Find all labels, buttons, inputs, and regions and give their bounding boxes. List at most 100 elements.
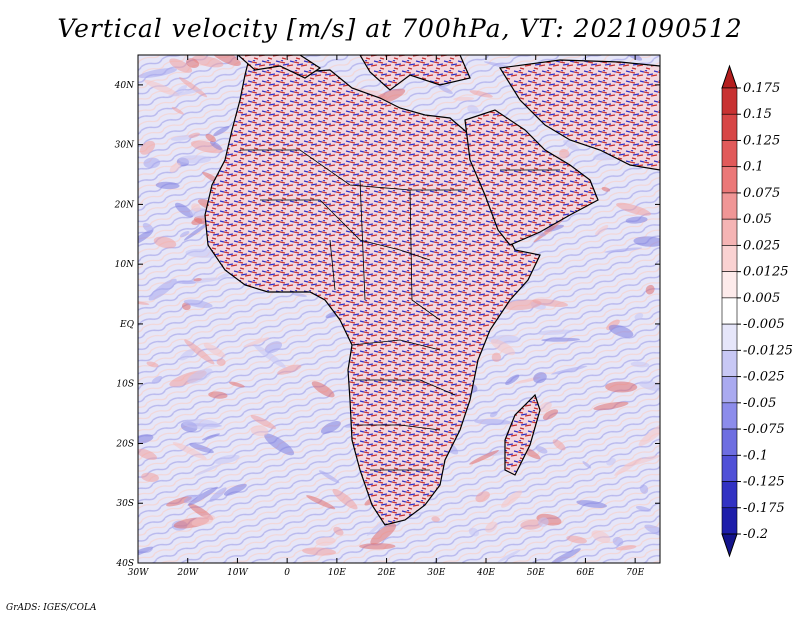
lat-label: 20N <box>114 200 135 210</box>
field-blob <box>217 272 232 279</box>
colorbar-segment <box>721 140 738 168</box>
field-blob <box>552 439 566 451</box>
field-blob <box>638 422 660 447</box>
colorbar-segment <box>721 297 738 325</box>
colorbar-label: 0.125 <box>743 133 780 148</box>
field-blob <box>148 278 177 301</box>
field-blob <box>538 517 549 527</box>
colorbar-label: -0.125 <box>743 475 785 490</box>
field-blob <box>209 487 227 503</box>
field-blob <box>593 401 629 411</box>
field-blob <box>253 344 286 369</box>
field-blob <box>213 126 230 137</box>
field-blob <box>497 549 521 563</box>
field-blob <box>203 343 226 358</box>
field-blob <box>188 132 200 138</box>
field-blob <box>359 543 396 550</box>
field-blob <box>193 278 202 282</box>
field-blob <box>474 419 512 425</box>
field-blob <box>533 219 564 243</box>
field-blob <box>520 519 543 530</box>
lon-label: 40E <box>476 568 495 578</box>
colorbar-segment <box>721 481 738 509</box>
field-blob <box>485 521 498 533</box>
colorbar-label: 0.005 <box>743 291 780 306</box>
field-blob <box>535 446 548 454</box>
longitude-axis: 30W 20W 10W 0 10E 20E 30E 40E 50E 60E 70E <box>128 55 645 578</box>
field-blob <box>229 381 245 388</box>
field-blob <box>170 134 195 141</box>
field-blob <box>175 280 196 285</box>
lat-label: EQ <box>119 320 135 330</box>
colorbar: 0.175 0.15 0.125 0.1 0.075 0.05 0.025 0.0125 0.0… <box>721 64 793 558</box>
field-blob <box>179 77 208 98</box>
field-blob <box>250 425 269 437</box>
field-blob <box>469 450 499 465</box>
field-blob <box>612 536 624 547</box>
field-blob <box>186 58 200 68</box>
field-blob <box>437 85 453 94</box>
field-blob <box>146 361 159 368</box>
field-blob <box>468 527 480 537</box>
field-blob <box>608 324 634 338</box>
field-blob <box>264 341 283 354</box>
field-blob <box>538 401 552 413</box>
field-blob <box>320 420 341 434</box>
lon-label: 70E <box>626 568 644 578</box>
field-blob <box>467 104 479 115</box>
field-blob <box>191 514 215 526</box>
field-blob <box>306 495 336 510</box>
field-blob <box>604 247 642 253</box>
lat-label: 40N <box>114 81 135 91</box>
field-blob <box>151 375 163 384</box>
field-blob <box>606 457 616 466</box>
field-blob <box>332 488 358 510</box>
field-blob <box>633 236 660 247</box>
lon-label: 30E <box>427 568 445 578</box>
colorbar-label: -0.1 <box>743 448 768 463</box>
field-blob <box>189 443 214 454</box>
field-blob <box>187 486 218 506</box>
colorbar-segment <box>721 402 738 430</box>
field-blob <box>644 524 660 537</box>
field-blob <box>489 411 498 418</box>
field-blob <box>533 372 547 384</box>
colorbar-segment <box>721 323 738 351</box>
field-blob <box>243 337 270 348</box>
colorbar-segment <box>721 113 738 141</box>
field-blob <box>138 67 177 79</box>
field-blob <box>541 337 581 342</box>
field-blob <box>576 500 607 508</box>
colorbar-segment <box>721 87 738 115</box>
field-blob <box>139 140 156 155</box>
field-blob <box>183 299 213 308</box>
field-blob <box>223 483 247 496</box>
lat-label: 30N <box>115 141 135 151</box>
africa-coastline <box>204 61 541 526</box>
field-blob <box>192 55 224 68</box>
colorbar-segment <box>721 350 738 377</box>
field-blob <box>551 365 588 375</box>
field-blob <box>201 433 220 441</box>
field-blob <box>591 530 611 543</box>
field-blob <box>216 358 226 366</box>
field-blob <box>315 537 336 546</box>
field-blob <box>172 442 207 460</box>
field-blob <box>194 463 222 476</box>
field-blob <box>501 490 523 508</box>
field-blob <box>210 140 222 151</box>
lon-label: 20E <box>377 568 396 578</box>
field-blob <box>291 292 307 297</box>
field-blob <box>431 516 440 522</box>
lat-label: 10S <box>116 380 134 390</box>
field-blob <box>639 484 649 494</box>
iran-coastline <box>498 59 660 171</box>
field-blob <box>453 96 475 101</box>
field-blob <box>185 248 220 258</box>
field-blob <box>370 523 397 545</box>
lon-label: 50E <box>527 568 545 578</box>
lon-label: 20W <box>176 568 198 578</box>
field-blob <box>187 368 213 384</box>
colorbar-label: -0.05 <box>743 396 776 411</box>
